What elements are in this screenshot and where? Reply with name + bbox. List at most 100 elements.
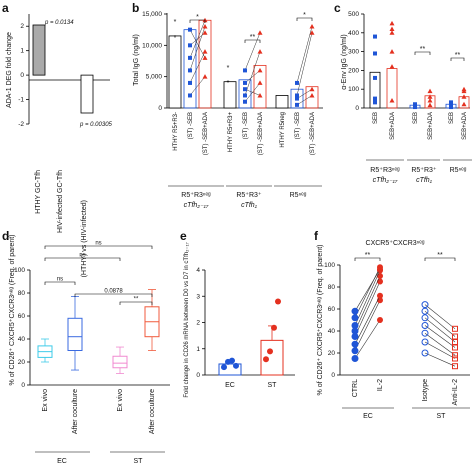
panel-c-point-red xyxy=(427,97,433,103)
bar-hthy-vs-hiv xyxy=(80,74,94,114)
panel-f-point-start xyxy=(421,349,429,357)
panel-e-point xyxy=(233,362,239,369)
panel-f-pair-line xyxy=(424,317,456,343)
panel-c-point-red xyxy=(461,86,467,92)
panel-a-ytick-label: 2 xyxy=(20,23,24,30)
panel-c-group-3: R5ⁿᵉᵍ xyxy=(450,167,467,174)
panel-d-cat-label: Ex vivo xyxy=(117,389,124,412)
panel-b-point-blue xyxy=(188,43,192,48)
panel-b-point-blue xyxy=(188,27,192,32)
panel-c-group-2-sub: cTfh₁ xyxy=(416,177,433,184)
panel-b-pair-line xyxy=(296,95,313,106)
panel-f-point-start xyxy=(421,338,429,346)
panel-b-bar xyxy=(253,64,267,109)
panel-d-ytick-label: 100 xyxy=(14,267,25,274)
panel-f-letter: f xyxy=(314,229,319,243)
panel-f-point-end xyxy=(377,278,383,285)
panel-b-group-1: R5⁺R3ⁿᵉᵍ xyxy=(181,192,211,199)
panel-d-ytick-label: 80 xyxy=(18,290,26,297)
panel-c-point-blue xyxy=(373,75,377,80)
panel-b-star: * xyxy=(174,19,177,26)
panel-e-point xyxy=(275,298,281,305)
panel-c-ytick-label: 300 xyxy=(348,49,359,56)
panel-d-comp-label: ** xyxy=(134,297,139,303)
panel-e-ytick-label: 1 xyxy=(196,346,200,353)
panel-f-pair-line xyxy=(354,267,381,318)
panel-a-cat-1: HTHY GC-Tfh xyxy=(35,170,42,214)
panel-b-point-red xyxy=(257,67,263,73)
panel-f-point-end xyxy=(452,355,458,362)
panel-e-ylabel: Fold change in CD26 mRNA between D0 vs D… xyxy=(184,242,190,397)
panel-b-point-blue xyxy=(188,93,192,98)
panel-b-bar xyxy=(168,35,182,109)
panel-f-ytick-label: 100 xyxy=(324,262,335,269)
panel-d-comp-label: 0.0878 xyxy=(104,289,123,295)
panel-b-point-blue xyxy=(295,102,299,107)
panel-d-comp-bracket xyxy=(44,245,153,249)
panel-b-point-blue xyxy=(243,87,247,92)
panel-b-point-blue xyxy=(243,68,247,73)
panel-f-point-start xyxy=(351,314,359,322)
panel-b-pair-line xyxy=(296,88,313,99)
panel-b-point-blue xyxy=(295,96,299,101)
panel-f-pair-line xyxy=(424,304,456,330)
panel-f-ytick-label: 20 xyxy=(328,350,336,357)
panel-a-ytick-label: 1 xyxy=(20,48,24,55)
panel-c-letter: c xyxy=(334,1,341,15)
panel-f-pair-line xyxy=(354,275,381,332)
panel-b-cat-label: (ST) -SEB+ADA xyxy=(203,112,209,155)
panel-d-comp-bracket xyxy=(74,293,153,297)
panel-a-cat-2: HIV-infected GC-Tfh xyxy=(57,170,64,233)
panel-c-point-blue xyxy=(449,105,453,110)
panel-b-point-red xyxy=(257,80,263,85)
panel-c-point-blue xyxy=(373,96,377,101)
panel-e-cat-label: ST xyxy=(268,382,278,389)
panel-b-sig-label: ** xyxy=(250,34,256,41)
panel-b-point-blue xyxy=(188,55,192,60)
panel-c-point-red xyxy=(389,20,395,26)
panel-e-cat-label: EC xyxy=(225,382,235,389)
panel-f-pair-line xyxy=(424,341,456,359)
panel-f-ylabel: % of CD26⁺ CXCR5⁺CXCR3ⁿᵉᵍ (Freq. of pare… xyxy=(317,245,324,396)
panel-a: a ADA-1 DEG fold change -2 -1 0 1 2 p = 0.01… xyxy=(2,1,113,277)
panel-f-ytick-label: 80 xyxy=(328,284,336,291)
panel-b-group-2-sub: cTfh₁ xyxy=(241,202,258,209)
panel-b-point-red xyxy=(309,92,315,98)
panel-f-point-start xyxy=(351,347,359,355)
panel-c-cat-label: SEB xyxy=(413,112,419,124)
panel-c-point-red xyxy=(461,101,467,107)
panel-b-cat-label: HTHY R5neg xyxy=(280,112,286,148)
panel-b-pair-line xyxy=(244,32,261,71)
panel-a-ytick-label: -2 xyxy=(18,121,24,128)
panel-c-ytick-label: 100 xyxy=(348,86,359,93)
panel-b-pair-line xyxy=(189,26,206,71)
panel-d-ytick-label: 0 xyxy=(21,382,25,389)
panel-b-pair-line xyxy=(189,20,206,58)
panel-b-bar xyxy=(290,88,304,109)
panel-f-point-start xyxy=(421,329,429,337)
panel-c-sig-label: ** xyxy=(455,52,461,59)
panel-e-point xyxy=(271,324,277,331)
panel-d: d % of CD26⁺ CXCR5⁺CXCR3ⁿᵉᵍ (Freq. of pa… xyxy=(2,229,170,465)
panel-d-cat-label: After coculture xyxy=(149,389,156,434)
panel-b-point-red xyxy=(257,30,263,35)
panel-e-point xyxy=(263,356,269,363)
panel-c-point-red xyxy=(389,26,395,32)
panel-d-letter: d xyxy=(2,229,9,243)
panel-a-cat-3: (HTHY) vs (HIV-infected) xyxy=(81,200,88,277)
panel-b-point-red xyxy=(309,30,315,35)
panel-b-group-1-sub: cTfh₂₋₁₇ xyxy=(184,202,209,209)
panel-f-cat-label: CTRL xyxy=(352,379,359,397)
panel-a-annotation-2: p = 0.00305 xyxy=(79,122,113,128)
panel-f-point-end xyxy=(377,273,383,279)
panel-b-point-red xyxy=(202,24,208,29)
panel-c-point-blue xyxy=(373,34,377,39)
panel-f-pair-line xyxy=(424,325,456,348)
panel-f-pair-line xyxy=(424,332,456,356)
panel-c-sig-bracket xyxy=(414,51,431,55)
panel-f-sig-label: ** xyxy=(365,252,371,259)
panel-f-pair-line xyxy=(354,269,381,312)
panel-f-point-start xyxy=(351,322,359,329)
panel-b-bar xyxy=(275,95,289,109)
panel-c-cat-label: SEB xyxy=(449,112,455,124)
